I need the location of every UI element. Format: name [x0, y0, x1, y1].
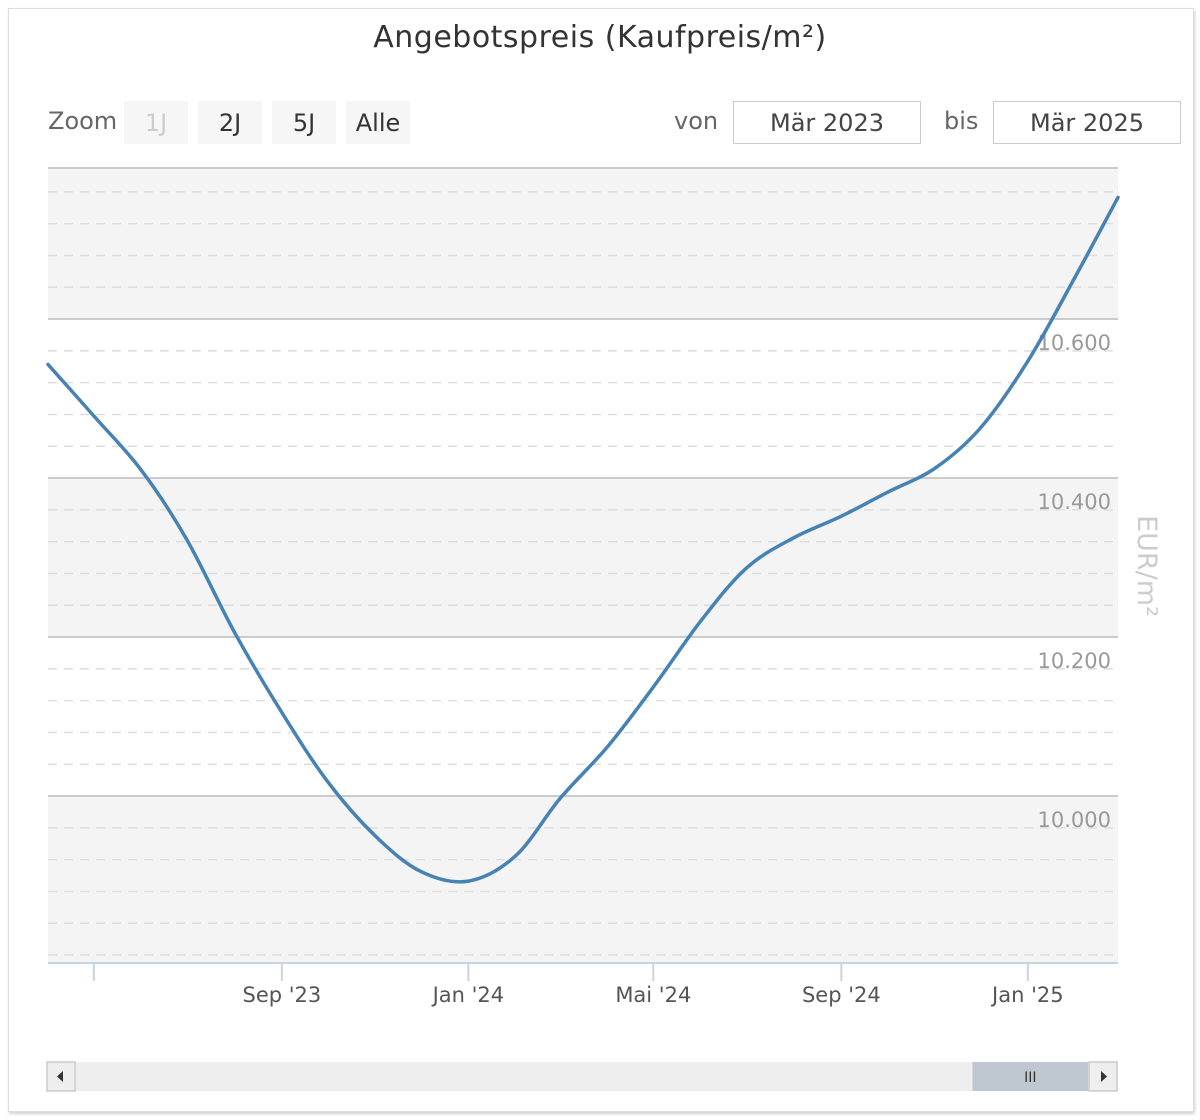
y-tick-label: 10.600: [1038, 331, 1111, 355]
y-axis-title: EUR/m²: [1131, 515, 1162, 617]
data-point: [279, 710, 285, 716]
data-point: [557, 795, 563, 801]
data-point: [650, 684, 656, 690]
data-point: [325, 779, 331, 785]
data-point: [138, 467, 144, 473]
y-tick-label: 10.200: [1038, 649, 1111, 673]
data-point: [977, 425, 983, 431]
zoom-5j-button[interactable]: 5J: [272, 101, 336, 144]
data-point: [513, 853, 519, 859]
data-point: [744, 565, 750, 571]
x-tick-label: Sep '24: [802, 983, 881, 1007]
y-tick-label: 10.000: [1038, 808, 1111, 832]
y-tick-label: 10.400: [1038, 490, 1111, 514]
zoom-2j-button[interactable]: 2J: [198, 101, 262, 144]
x-tick-label: Jan '25: [990, 983, 1064, 1007]
data-point: [932, 466, 938, 472]
data-point: [1025, 358, 1031, 364]
data-point: [838, 513, 844, 519]
zoom-label: Zoom: [48, 107, 118, 135]
scroll-right-button[interactable]: [1088, 1061, 1118, 1092]
to-label: bis: [944, 107, 979, 135]
data-point: [884, 489, 890, 495]
zoom-1j-button[interactable]: 1J: [124, 101, 188, 144]
grip-lines-icon: III: [1024, 1070, 1036, 1086]
data-point: [604, 744, 610, 750]
scrollbar-thumb[interactable]: [972, 1062, 1089, 1091]
from-date-input[interactable]: Mär 2023: [733, 101, 921, 144]
data-point: [372, 833, 378, 839]
data-point: [184, 537, 190, 543]
from-label: von: [674, 107, 719, 135]
zoom-alle-button[interactable]: Alle: [346, 101, 410, 144]
data-point: [1072, 274, 1078, 280]
to-date-input[interactable]: Mär 2025: [993, 101, 1181, 144]
x-tick-label: Sep '23: [242, 983, 321, 1007]
series-line: [46, 195, 1120, 884]
data-point: [45, 361, 51, 367]
plot-band: [48, 168, 1118, 320]
triangle-right-icon: [1101, 1071, 1107, 1082]
x-tick-label: Jan '24: [431, 983, 505, 1007]
data-point: [1115, 194, 1121, 200]
data-point: [465, 878, 471, 884]
triangle-left-icon: [57, 1071, 63, 1082]
data-point: [418, 869, 424, 875]
data-point: [91, 413, 97, 419]
scrollbar-track[interactable]: [47, 1062, 1117, 1091]
data-point: [698, 618, 704, 624]
plot-band: [48, 796, 1118, 963]
data-point: [231, 629, 237, 635]
data-point: [791, 535, 797, 541]
plot-band: [48, 478, 1118, 638]
x-tick-label: Mai '24: [615, 983, 691, 1007]
chart-title: Angebotspreis (Kaufpreis/m²): [373, 20, 827, 55]
